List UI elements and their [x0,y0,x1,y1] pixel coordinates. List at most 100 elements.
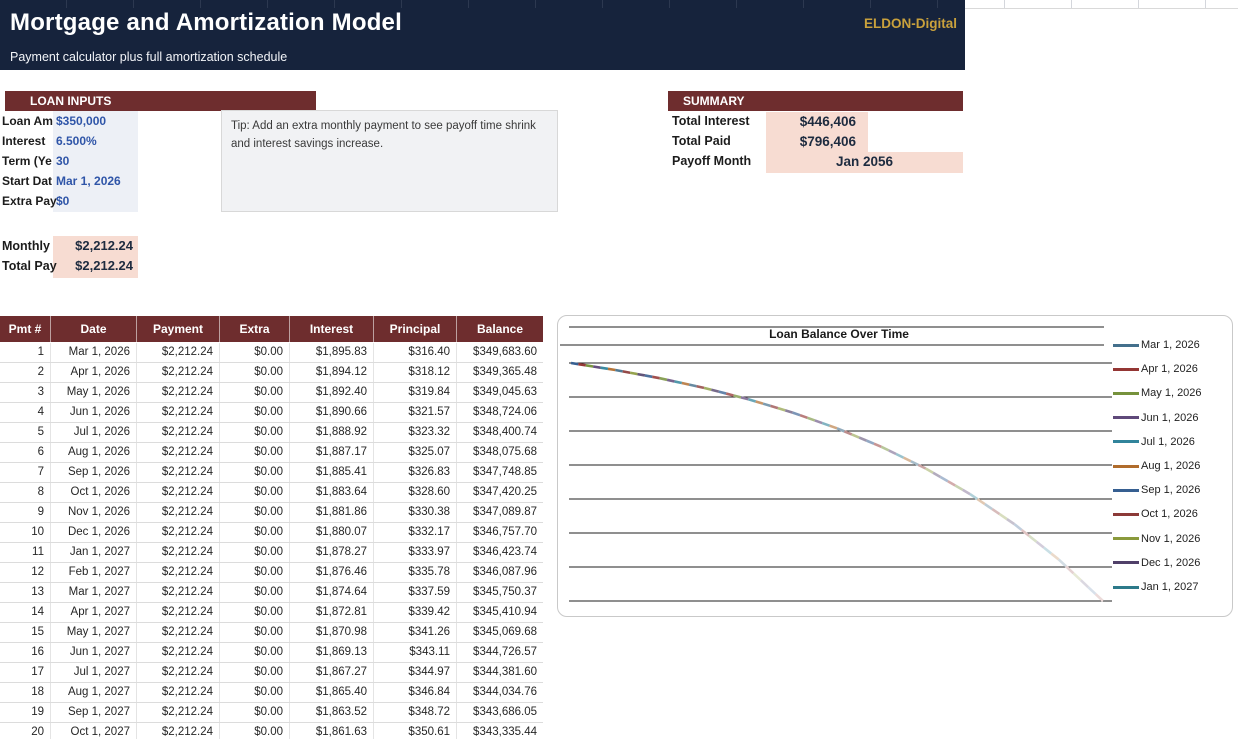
schedule-cell[interactable]: Sep 1, 2026 [51,463,137,482]
schedule-cell[interactable]: 12 [0,563,51,582]
schedule-cell[interactable]: 17 [0,663,51,682]
schedule-cell[interactable]: Nov 1, 2026 [51,503,137,522]
schedule-cell[interactable]: $2,212.24 [137,463,220,482]
schedule-cell[interactable]: May 1, 2027 [51,623,137,642]
schedule-cell[interactable]: 20 [0,723,51,739]
schedule-cell[interactable]: Oct 1, 2027 [51,723,137,739]
schedule-cell[interactable]: 19 [0,703,51,722]
schedule-cell[interactable]: $345,750.37 [473,586,537,598]
schedule-cell[interactable]: $344,034.76 [473,686,537,698]
schedule-cell[interactable]: $0.00 [220,403,290,422]
schedule-cell[interactable]: Mar 1, 2027 [51,583,137,602]
schedule-cell[interactable]: $0.00 [220,603,290,622]
schedule-cell[interactable]: $347,089.87 [473,506,537,518]
schedule-cell[interactable]: $348,724.06 [473,406,537,418]
schedule-cell[interactable]: $2,212.24 [137,503,220,522]
schedule-cell[interactable]: $2,212.24 [137,663,220,682]
schedule-cell[interactable]: $1,876.46 [290,563,374,582]
schedule-cell[interactable]: $0.00 [220,563,290,582]
chart-legend-item[interactable]: Dec 1, 2026 [1113,555,1231,571]
schedule-cell[interactable]: 6 [0,443,51,462]
schedule-cell[interactable]: $2,212.24 [137,403,220,422]
schedule-cell[interactable]: $2,212.24 [137,423,220,442]
chart-legend-item[interactable]: Oct 1, 2026 [1113,506,1231,522]
schedule-cell[interactable]: $0.00 [220,503,290,522]
schedule-cell[interactable]: $335.78 [374,563,457,582]
loan-input-value-cell[interactable]: 30 [56,154,70,168]
schedule-cell[interactable]: $0.00 [220,423,290,442]
schedule-cell[interactable]: $2,212.24 [137,623,220,642]
schedule-cell[interactable]: $1,870.98 [290,623,374,642]
schedule-cell[interactable]: 10 [0,523,51,542]
schedule-cell[interactable]: $337.59 [374,583,457,602]
schedule-cell[interactable]: 9 [0,503,51,522]
schedule-cell[interactable]: $1,881.86 [290,503,374,522]
schedule-cell[interactable]: Aug 1, 2026 [51,443,137,462]
schedule-cell[interactable]: $345,069.68 [473,626,537,638]
schedule-cell[interactable]: $343,686.05 [473,706,537,718]
payment-result-value-cell[interactable]: $2,212.24 [75,238,133,253]
schedule-cell[interactable]: $347,420.25 [473,486,537,498]
chart-legend-item[interactable]: Sep 1, 2026 [1113,482,1231,498]
schedule-cell[interactable]: $333.97 [374,543,457,562]
schedule-cell[interactable]: $346,757.70 [473,526,537,538]
schedule-cell[interactable]: 5 [0,423,51,442]
schedule-cell[interactable]: Sep 1, 2027 [51,703,137,722]
schedule-cell[interactable]: $1,880.07 [290,523,374,542]
schedule-cell[interactable]: Jun 1, 2027 [51,643,137,662]
loan-input-value-cell[interactable]: $350,000 [56,114,107,128]
schedule-cell[interactable]: $0.00 [220,363,290,382]
schedule-cell[interactable]: $2,212.24 [137,723,220,739]
schedule-cell[interactable]: Jun 1, 2026 [51,403,137,422]
schedule-cell[interactable]: $1,863.52 [290,703,374,722]
schedule-cell[interactable]: $330.38 [374,503,457,522]
schedule-cell[interactable]: $349,365.48 [473,366,537,378]
chart-legend-item[interactable]: Mar 1, 2026 [1113,337,1231,353]
schedule-cell[interactable]: 13 [0,583,51,602]
schedule-header-cell[interactable]: Extra [220,316,290,342]
chart-legend-item[interactable]: Jan 1, 2027 [1113,579,1231,595]
schedule-cell[interactable]: $0.00 [220,683,290,702]
schedule-cell[interactable]: $349,045.63 [473,386,537,398]
schedule-cell[interactable]: $0.00 [220,443,290,462]
loan-input-value-cell[interactable]: $0 [56,194,70,208]
schedule-cell[interactable]: $1,878.27 [290,543,374,562]
schedule-cell[interactable]: $344.97 [374,663,457,682]
schedule-cell[interactable]: $0.00 [220,543,290,562]
schedule-cell[interactable]: $0.00 [220,463,290,482]
schedule-cell[interactable]: $349,683.60 [473,346,537,358]
schedule-cell[interactable]: $1,865.40 [290,683,374,702]
chart-legend-item[interactable]: Apr 1, 2026 [1113,361,1231,377]
schedule-cell[interactable]: $0.00 [220,483,290,502]
schedule-cell[interactable]: $1,892.40 [290,383,374,402]
schedule-cell[interactable]: Feb 1, 2027 [51,563,137,582]
schedule-cell[interactable]: $2,212.24 [137,643,220,662]
schedule-cell[interactable]: Jan 1, 2027 [51,543,137,562]
loan-balance-chart[interactable]: Loan Balance Over Time Mar 1, 2026 Apr 1,… [557,315,1233,617]
schedule-cell[interactable]: $1,895.83 [290,343,374,362]
schedule-cell[interactable]: 11 [0,543,51,562]
schedule-cell[interactable]: $318.12 [374,363,457,382]
schedule-cell[interactable]: $343.11 [374,643,457,662]
schedule-cell[interactable]: $1,885.41 [290,463,374,482]
schedule-cell[interactable]: May 1, 2026 [51,383,137,402]
schedule-cell[interactable]: $343,335.44 [473,726,537,738]
schedule-cell[interactable]: 7 [0,463,51,482]
schedule-cell[interactable]: $348,400.74 [473,426,537,438]
schedule-cell[interactable]: $0.00 [220,343,290,362]
schedule-cell[interactable]: 16 [0,643,51,662]
chart-legend-item[interactable]: Aug 1, 2026 [1113,458,1231,474]
tip-note-box[interactable]: Tip: Add an extra monthly payment to see… [221,110,558,212]
schedule-cell[interactable]: $0.00 [220,723,290,739]
schedule-cell[interactable]: $344,726.57 [473,646,537,658]
schedule-cell[interactable]: $344,381.60 [473,666,537,678]
schedule-cell[interactable]: 15 [0,623,51,642]
schedule-cell[interactable]: $1,883.64 [290,483,374,502]
schedule-cell[interactable]: $0.00 [220,623,290,642]
schedule-cell[interactable]: $2,212.24 [137,483,220,502]
schedule-cell[interactable]: $326.83 [374,463,457,482]
schedule-cell[interactable]: 14 [0,603,51,622]
schedule-cell[interactable]: 2 [0,363,51,382]
schedule-cell[interactable]: $1,874.64 [290,583,374,602]
schedule-cell[interactable]: Jul 1, 2027 [51,663,137,682]
